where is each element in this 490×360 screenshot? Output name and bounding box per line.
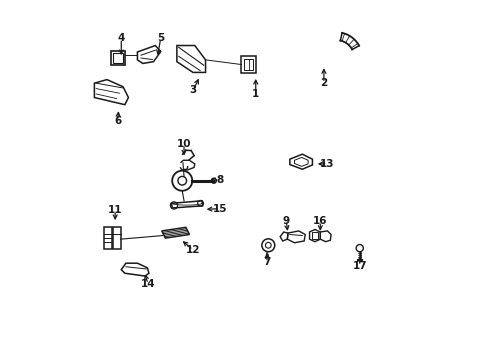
- Text: 6: 6: [114, 116, 122, 126]
- Text: 15: 15: [213, 204, 227, 214]
- Text: 8: 8: [216, 175, 223, 185]
- Bar: [111, 51, 125, 65]
- Bar: [244, 59, 253, 70]
- Bar: [113, 227, 121, 249]
- Bar: [104, 227, 112, 249]
- Text: 12: 12: [186, 245, 200, 255]
- Text: 5: 5: [157, 33, 164, 43]
- Text: 4: 4: [118, 33, 125, 43]
- Text: 16: 16: [313, 216, 327, 226]
- Text: 10: 10: [177, 139, 191, 149]
- Text: 7: 7: [263, 257, 270, 267]
- Text: 3: 3: [189, 85, 196, 95]
- Bar: [113, 53, 122, 63]
- Text: 17: 17: [352, 261, 367, 271]
- Text: 1: 1: [252, 89, 259, 99]
- Text: 9: 9: [283, 216, 290, 226]
- Bar: [312, 232, 318, 239]
- Text: 2: 2: [320, 78, 327, 88]
- Text: 11: 11: [108, 206, 122, 216]
- Bar: [241, 55, 256, 73]
- Text: 13: 13: [320, 159, 335, 169]
- Text: 14: 14: [141, 279, 155, 289]
